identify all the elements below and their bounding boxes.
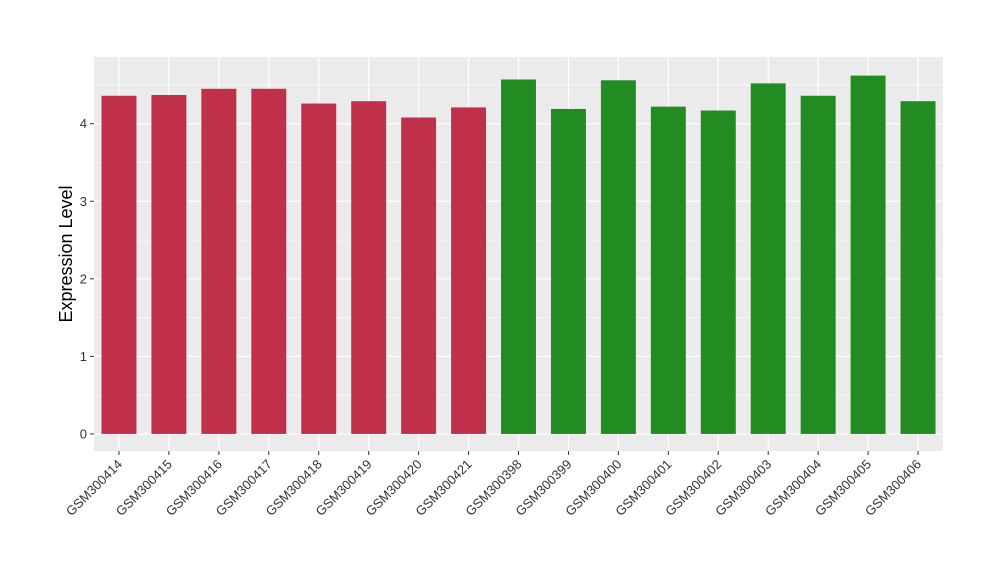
bar-GSM300421 — [451, 107, 487, 434]
bar-GSM300405 — [850, 75, 886, 434]
bar-GSM300400 — [600, 80, 636, 434]
y-axis: 0 1 2 3 4 — [80, 116, 94, 441]
y-tick-label: 3 — [80, 194, 87, 209]
bar-GSM300418 — [301, 103, 337, 434]
bar-GSM300404 — [800, 95, 836, 434]
bar-GSM300401 — [650, 106, 686, 434]
bar-GSM300415 — [151, 95, 187, 434]
y-tick-label: 4 — [80, 116, 87, 131]
y-axis-title: Expression Level — [56, 185, 76, 322]
bar-GSM300402 — [700, 110, 736, 434]
bar-GSM300419 — [351, 101, 387, 434]
bar-GSM300414 — [101, 95, 137, 434]
bars — [101, 75, 936, 434]
y-tick-label: 2 — [80, 271, 87, 286]
bar-GSM300403 — [750, 83, 786, 434]
y-tick-label: 0 — [80, 426, 87, 441]
bar-GSM300417 — [251, 88, 287, 434]
bar-GSM300399 — [550, 108, 586, 434]
bar-GSM300416 — [201, 88, 237, 434]
x-axis: GSM300414GSM300415GSM300416GSM300417GSM3… — [63, 451, 924, 519]
y-tick-label: 1 — [80, 349, 87, 364]
bar-GSM300420 — [401, 117, 437, 434]
bar-GSM300398 — [501, 79, 536, 434]
bar-GSM300406 — [900, 101, 936, 434]
